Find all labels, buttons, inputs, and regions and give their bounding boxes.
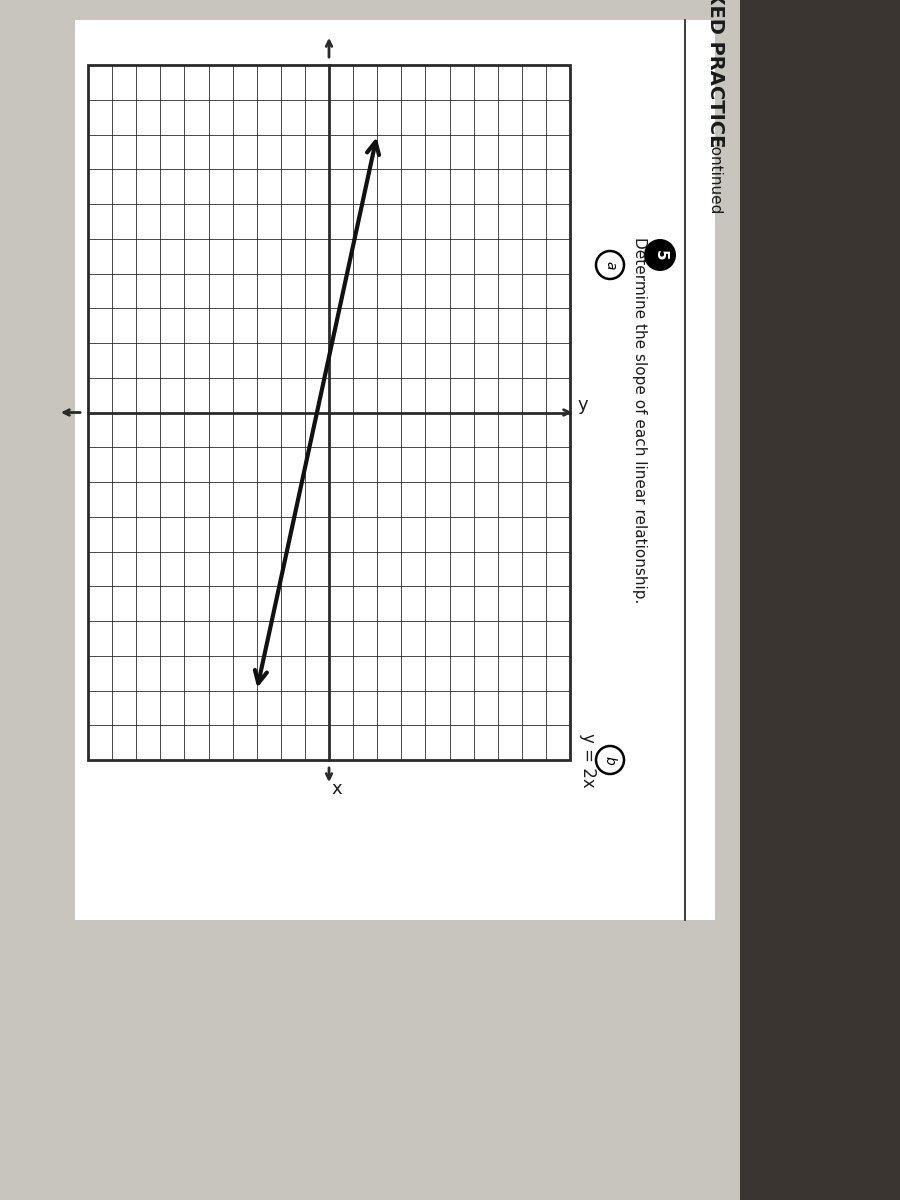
Text: 5: 5	[652, 250, 668, 260]
Text: MIXED PRACTICE: MIXED PRACTICE	[706, 0, 724, 148]
Text: a: a	[603, 260, 617, 269]
Bar	[75, 20, 715, 920]
Text: x: x	[332, 780, 342, 798]
Circle shape	[644, 239, 676, 271]
Text: b: b	[603, 756, 617, 764]
Text: y = 2x: y = 2x	[579, 733, 597, 787]
Bar	[740, 0, 900, 1200]
Text: Continued: Continued	[707, 136, 723, 214]
Bar	[88, 65, 570, 760]
Bar	[88, 65, 570, 760]
Text: Determine the slope of each linear relationship.: Determine the slope of each linear relat…	[633, 236, 647, 604]
Text: y: y	[578, 396, 589, 414]
